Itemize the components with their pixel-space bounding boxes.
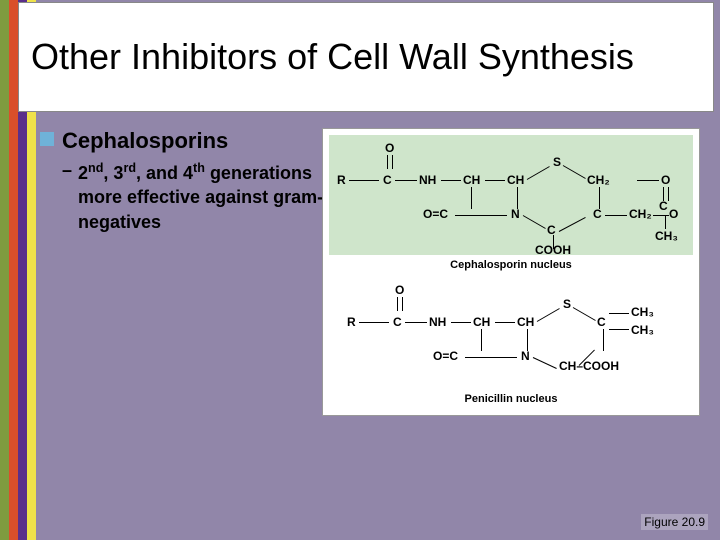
sub-bullet: – 2nd, 3rd, and 4th generations more eff… [62, 160, 340, 234]
penicillin-structure: O R C NH CH CH O=C N S C CH₃ CH₃ [329, 279, 693, 389]
bullet-icon [40, 132, 54, 146]
penicillin-caption: Penicillin nucleus [329, 389, 693, 413]
cephalosporin-caption: Cephalosporin nucleus [329, 255, 693, 279]
bullet-label: Cephalosporins [62, 128, 228, 154]
chemical-diagram-area: O R C NH CH CH O=C N S CH₂ C [322, 128, 700, 416]
title-box: Other Inhibitors of Cell Wall Synthesis [18, 2, 714, 112]
stripe-2 [9, 0, 18, 540]
stripe-1 [0, 0, 9, 540]
sub-bullet-text: 2nd, 3rd, and 4th generations more effec… [78, 160, 340, 234]
body-content: Cephalosporins – 2nd, 3rd, and 4th gener… [40, 128, 340, 234]
figure-label: Figure 20.9 [641, 514, 708, 530]
bullet-item: Cephalosporins [40, 128, 340, 154]
page-title: Other Inhibitors of Cell Wall Synthesis [31, 36, 634, 77]
chem-structure-box: O R C NH CH CH O=C N S CH₂ C [322, 128, 700, 416]
cephalosporin-structure: O R C NH CH CH O=C N S CH₂ C [329, 135, 693, 255]
dash-icon: – [62, 160, 72, 181]
